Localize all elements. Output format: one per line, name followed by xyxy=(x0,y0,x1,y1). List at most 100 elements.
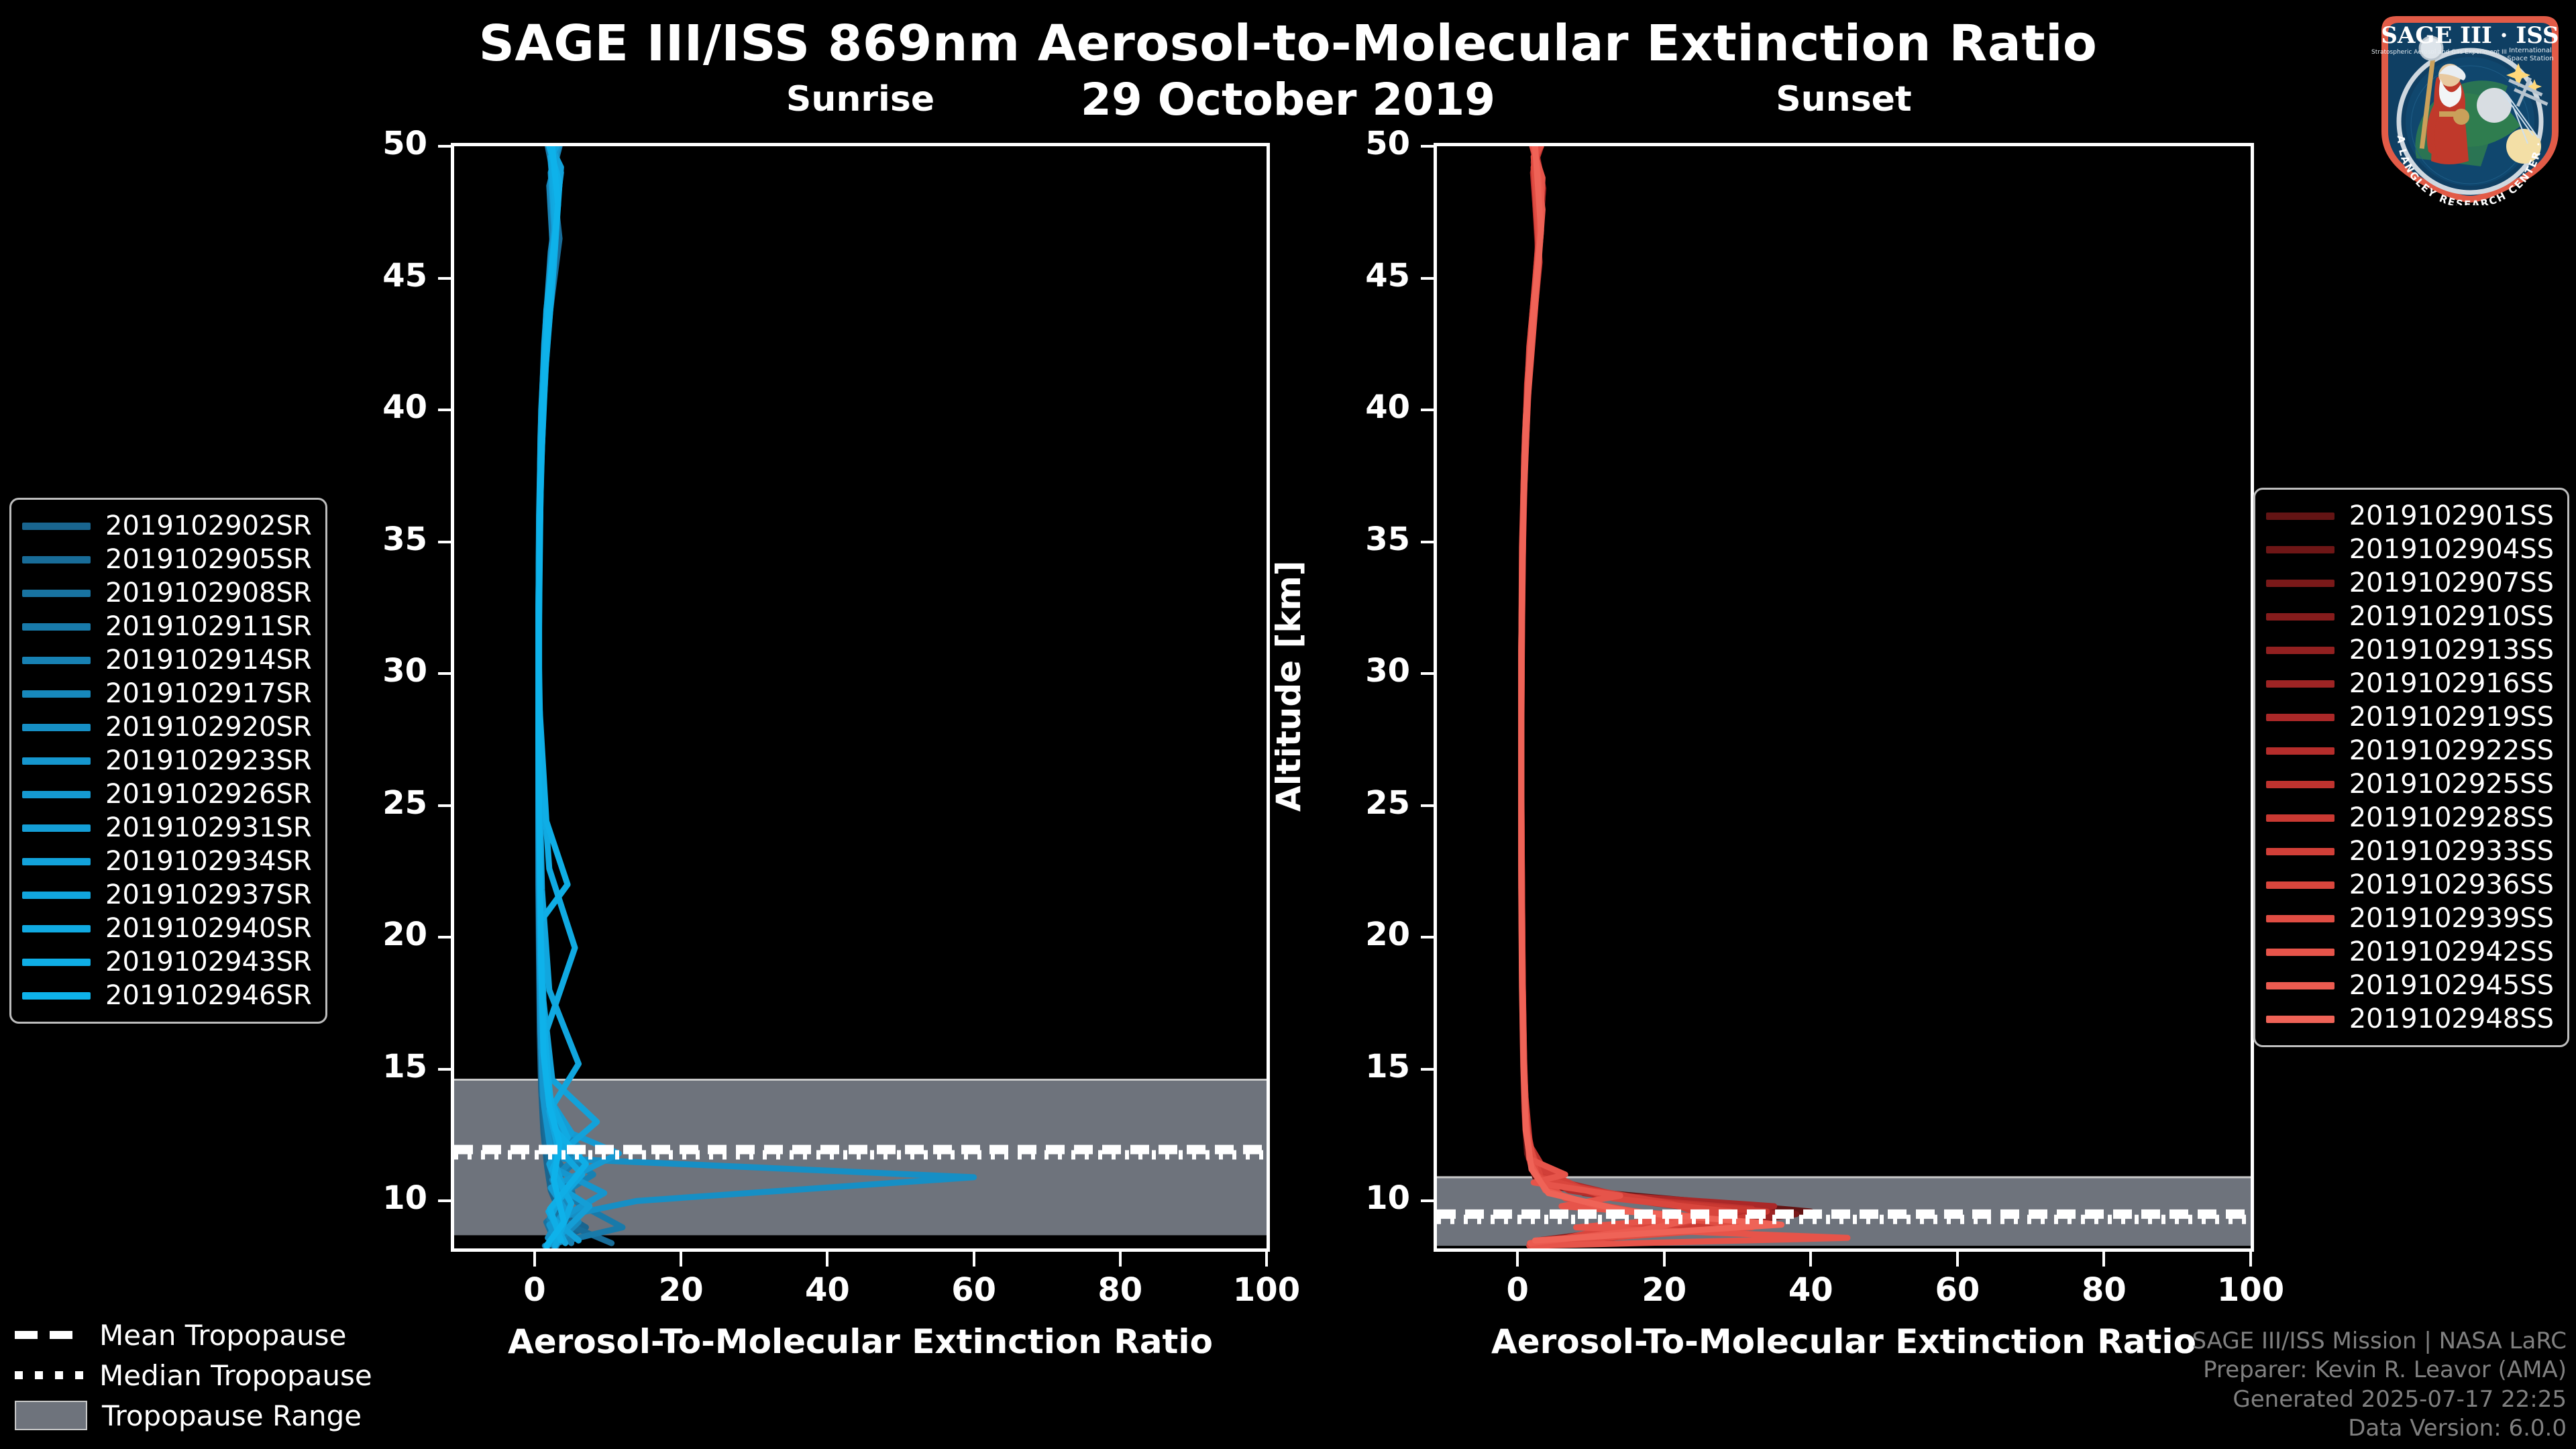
legend-label: 2019102910SS xyxy=(2349,601,2554,632)
legend-item[interactable]: 2019102902SR xyxy=(22,509,312,543)
profile-line xyxy=(1518,146,1697,1246)
y-axis-tick-label: 40 xyxy=(382,388,427,427)
y-axis-tick-label: 10 xyxy=(382,1179,427,1218)
legend-label: 2019102908SR xyxy=(105,578,312,608)
legend-label: 2019102901SS xyxy=(2349,500,2554,531)
legend-label: 2019102913SS xyxy=(2349,635,2554,665)
profile-line xyxy=(1518,146,1756,1248)
y-axis-tick xyxy=(1421,804,1436,807)
profile-line xyxy=(1518,146,1799,1248)
legend-item[interactable]: 2019102926SR xyxy=(22,777,312,811)
sunrise-plot-svg xyxy=(454,146,1267,1248)
legend-label: 2019102914SR xyxy=(105,645,312,676)
y-axis-tick xyxy=(438,276,453,280)
y-axis-tick-label: 15 xyxy=(1365,1047,1410,1085)
legend-item[interactable]: 2019102931SR xyxy=(22,811,312,845)
legend-item[interactable]: 2019102911SR xyxy=(22,610,312,643)
legend-label: 2019102917SR xyxy=(105,678,312,709)
key-label: Mean Tropopause xyxy=(99,1318,347,1352)
legend-item[interactable]: 2019102905SR xyxy=(22,543,312,576)
legend-color-swatch xyxy=(2265,579,2334,587)
legend-item[interactable]: 2019102936SS xyxy=(2265,868,2554,902)
legend-color-swatch xyxy=(22,958,91,966)
legend-label: 2019102907SS xyxy=(2349,568,2554,598)
credit-line: Generated 2025-07-17 22:25 xyxy=(2233,1385,2567,1413)
y-axis-tick-label: 30 xyxy=(1365,652,1410,690)
legend-item[interactable]: 2019102940SR xyxy=(22,912,312,945)
legend-color-swatch xyxy=(2265,646,2334,654)
legend-item[interactable]: 2019102934SR xyxy=(22,845,312,878)
tropopause-key: Mean Tropopause Median Tropopause Tropop… xyxy=(15,1315,372,1436)
sunset-panel-title: Sunset xyxy=(1776,79,1912,119)
legend-item[interactable]: 2019102943SR xyxy=(22,945,312,979)
legend-item[interactable]: 2019102945SS xyxy=(2265,969,2554,1002)
legend-item[interactable]: 2019102914SR xyxy=(22,643,312,677)
legend-item[interactable]: 2019102901SS xyxy=(2265,499,2554,533)
x-axis-tick-label: 20 xyxy=(658,1271,704,1309)
legend-item[interactable]: 2019102920SR xyxy=(22,710,312,744)
key-mean-tropopause: Mean Tropopause xyxy=(15,1315,372,1355)
y-axis-tick xyxy=(1421,1199,1436,1203)
x-axis-tick-label: 80 xyxy=(2082,1271,2127,1309)
legend-item[interactable]: 2019102948SS xyxy=(2265,1002,2554,1036)
legend-label: 2019102946SR xyxy=(105,980,312,1011)
legend-item[interactable]: 2019102907SS xyxy=(2265,566,2554,600)
x-axis-tick xyxy=(1265,1252,1268,1267)
legend-item[interactable]: 2019102928SS xyxy=(2265,801,2554,835)
logo-title: SAGE III · ISS xyxy=(2381,22,2559,49)
credit-line: SAGE III/ISS Mission | NASA LaRC xyxy=(2192,1327,2567,1354)
legend-item[interactable]: 2019102937SR xyxy=(22,878,312,912)
legend-label: 2019102923SR xyxy=(105,745,312,776)
sunset-legend: 2019102901SS 2019102904SS 2019102907SS 2019… xyxy=(2253,488,2569,1047)
key-tropopause-range: Tropopause Range xyxy=(15,1395,372,1436)
legend-color-swatch xyxy=(22,790,91,798)
profile-line xyxy=(535,146,568,1248)
y-axis-tick xyxy=(438,145,453,148)
legend-label: 2019102902SR xyxy=(105,511,312,541)
legend-label: 2019102926SR xyxy=(105,779,312,810)
profile-line xyxy=(1518,146,1778,1246)
legend-item[interactable]: 2019102910SS xyxy=(2265,600,2554,633)
x-axis-tick-label: 100 xyxy=(2216,1271,2285,1309)
legend-item[interactable]: 2019102908SR xyxy=(22,576,312,610)
legend-item[interactable]: 2019102942SS xyxy=(2265,935,2554,969)
legend-item[interactable]: 2019102916SS xyxy=(2265,667,2554,700)
legend-item[interactable]: 2019102913SS xyxy=(2265,633,2554,667)
y-axis-tick xyxy=(1421,409,1436,412)
legend-item[interactable]: 2019102923SR xyxy=(22,744,312,777)
key-median-tropopause: Median Tropopause xyxy=(15,1355,372,1395)
legend-item[interactable]: 2019102933SS xyxy=(2265,835,2554,868)
legend-item[interactable]: 2019102946SR xyxy=(22,979,312,1012)
y-axis-tick-label: 45 xyxy=(1365,256,1410,294)
y-axis-tick-label: 35 xyxy=(1365,520,1410,558)
legend-label: 2019102937SR xyxy=(105,879,312,910)
y-axis-tick xyxy=(438,1199,453,1203)
x-axis-tick-label: 60 xyxy=(1935,1271,1980,1309)
profile-line xyxy=(1518,146,1785,1244)
y-axis-tick-label: 50 xyxy=(382,125,427,162)
legend-color-swatch xyxy=(22,555,91,564)
legend-label: 2019102931SR xyxy=(105,812,312,843)
legend-item[interactable]: 2019102917SR xyxy=(22,677,312,710)
x-axis-tick-label: 20 xyxy=(1642,1271,1687,1309)
legend-color-swatch xyxy=(2265,612,2334,621)
legend-item[interactable]: 2019102925SS xyxy=(2265,767,2554,801)
profile-line xyxy=(1518,146,1763,1244)
legend-item[interactable]: 2019102939SS xyxy=(2265,902,2554,935)
x-axis-tick xyxy=(533,1252,536,1267)
legend-color-swatch xyxy=(2265,881,2334,889)
logo-subtitle-right-1: International xyxy=(2509,47,2552,54)
legend-color-swatch xyxy=(22,991,91,1000)
legend-item[interactable]: 2019102904SS xyxy=(2265,533,2554,566)
y-axis-tick xyxy=(438,936,453,939)
profile-line xyxy=(1518,146,1733,1248)
y-axis-tick xyxy=(438,672,453,676)
legend-color-swatch xyxy=(2265,847,2334,855)
legend-label: 2019102904SS xyxy=(2349,534,2554,565)
sunrise-plot-panel xyxy=(451,143,1270,1252)
y-axis-tick-label: 30 xyxy=(382,652,427,690)
legend-item[interactable]: 2019102919SS xyxy=(2265,700,2554,734)
band-swatch-icon xyxy=(15,1401,87,1430)
profile-line xyxy=(1518,146,1785,1248)
legend-item[interactable]: 2019102922SS xyxy=(2265,734,2554,767)
